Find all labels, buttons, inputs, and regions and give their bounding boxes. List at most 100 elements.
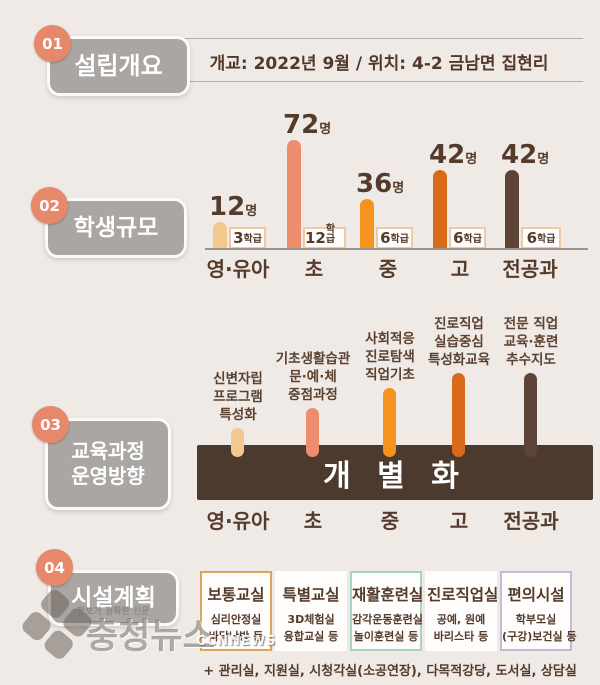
category-label: 초 — [304, 257, 324, 281]
facility-detail: 감각운동훈련실 — [352, 613, 423, 626]
curriculum-annotation: 신변자립 프로그램 특성화 — [180, 371, 296, 424]
category-label: 중 — [378, 257, 398, 281]
annotation-line: 사회적응 — [365, 331, 415, 347]
category-label: 전공과 — [502, 257, 558, 281]
class-count-value: 6 — [453, 229, 464, 247]
section-01-number-badge: 01 — [34, 25, 71, 62]
bar-middle — [360, 199, 374, 249]
class-count-box: 12 학급 — [303, 224, 346, 249]
student-count-unit: 명 — [465, 152, 478, 167]
student-count-unit: 명 — [319, 122, 332, 137]
bar-high — [433, 170, 447, 249]
student-count-value: 42 — [501, 140, 538, 170]
facility-title: 재활훈련실 — [352, 586, 424, 604]
student-count-unit: 명 — [392, 181, 405, 196]
annotation-line: 실습중심 — [434, 333, 484, 350]
pill-major-course — [524, 373, 537, 457]
facility-column-normal-classroom: 보통교실 심리안정실 바닥난방 등 — [200, 571, 272, 651]
section-01-title: 설립개요 — [47, 36, 190, 96]
facility-column-career-room: 진로직업실 공예, 원예 바리스타 등 — [425, 571, 499, 651]
section-03-number-badge: 03 — [32, 406, 69, 443]
section-02-title: 학생규모 — [45, 198, 187, 258]
facility-detail: 놀이훈련실 등 — [353, 629, 419, 643]
facility-column-special-classroom: 특별교실 3D체험실 융합교실 등 — [275, 571, 347, 651]
curriculum-annotation: 기초생활습관 문·예·체 중점과정 — [255, 351, 371, 404]
class-count-box: 3 학급 — [229, 227, 266, 249]
student-count-unit: 명 — [245, 204, 258, 219]
overview-bottom-rule — [175, 81, 583, 82]
section-03-title-line2: 운영방향 — [71, 464, 145, 488]
curriculum-annotation: 진로직업 실습중심 특성화교육 — [401, 316, 517, 369]
facility-detail: 심리안정실 — [210, 613, 262, 626]
chart-baseline — [205, 248, 588, 250]
class-count-unit: 학급 — [325, 224, 336, 245]
category-label: 전공과 — [503, 509, 559, 533]
student-count-value: 12 — [209, 192, 246, 222]
student-count-value: 42 — [429, 140, 466, 170]
class-count-box: 6 학급 — [376, 227, 413, 249]
section-03-title-line1: 교육과정 — [71, 439, 145, 463]
bar-major-course — [505, 170, 519, 249]
facility-column-rehab-room: 재활훈련실 감각운동훈련실 놀이훈련실 등 — [350, 571, 424, 651]
class-count-value: 12 — [305, 229, 326, 247]
facility-detail: (구강)보건실 등 — [502, 629, 577, 643]
curriculum-annotation: 사회적응 진로탐색 직업기초 — [332, 331, 448, 384]
annotation-line: 특성화교육 — [427, 351, 491, 368]
section-04-number-badge: 04 — [36, 549, 73, 586]
class-count-box: 6 학급 — [449, 227, 486, 249]
class-count-value: 3 — [233, 229, 244, 247]
class-count-unit: 학급 — [537, 234, 556, 245]
annotation-line: 문·예·체 — [289, 368, 337, 385]
student-count-value: 72 — [283, 110, 320, 140]
pill-middle — [383, 388, 396, 457]
facility-title: 진로직업실 — [427, 586, 499, 604]
class-count-unit: 학급 — [243, 234, 262, 245]
annotation-line: 중점과정 — [288, 386, 338, 403]
class-count-value: 6 — [380, 229, 391, 247]
student-count-label: 42 명 — [501, 138, 549, 168]
facility-title: 특별교실 — [282, 586, 340, 604]
student-count-unit: 명 — [537, 152, 550, 167]
pill-young-children — [231, 428, 244, 457]
annotation-line: 기초생활습관 — [275, 351, 351, 367]
student-count-label: 36 명 — [356, 167, 404, 197]
overview-info-text: 개교: 2022년 9월 / 위치: 4-2 금남면 집현리 — [209, 54, 549, 74]
annotation-line: 교육·훈련 — [503, 333, 559, 350]
annotation-line: 진로탐색 — [365, 348, 415, 365]
facility-detail: 바리스타 등 — [433, 629, 489, 643]
facility-detail: 3D체험실 — [287, 613, 335, 626]
student-count-label: 42 명 — [429, 138, 477, 168]
category-label: 영·유아 — [206, 509, 270, 533]
curriculum-annotation: 전문 직업 교육·훈련 추수지도 — [473, 316, 589, 369]
facility-title: 보통교실 — [207, 586, 265, 604]
class-count-unit: 학급 — [463, 234, 482, 245]
annotation-line: 프로그램 — [213, 388, 263, 405]
category-label: 영·유아 — [206, 257, 270, 281]
bar-elementary — [287, 140, 301, 249]
bar-young-children — [213, 222, 227, 249]
student-count-value: 36 — [356, 169, 393, 199]
category-label: 중 — [380, 509, 400, 533]
facility-detail: 학부모실 — [515, 613, 557, 626]
category-label: 고 — [450, 257, 470, 281]
facility-title: 편의시설 — [507, 586, 565, 604]
category-label: 초 — [303, 509, 323, 533]
annotation-line: 진로직업 — [434, 316, 484, 332]
class-count-value: 6 — [526, 229, 538, 247]
annotation-line: 전문 직업 — [503, 316, 559, 332]
annotation-line: 직업기초 — [365, 366, 415, 383]
facility-detail: 공예, 원예 — [436, 613, 486, 626]
individualization-band: 개 별 화 — [197, 445, 593, 500]
overview-top-rule — [175, 38, 583, 39]
flower-petal — [41, 627, 76, 662]
section-02-number-badge: 02 — [31, 187, 68, 224]
facility-footnote: + 관리실, 지원실, 시청각실(소공연장), 다목적강당, 도서실, 상담실 — [203, 664, 577, 679]
class-count-unit: 학급 — [390, 234, 409, 245]
annotation-line: 신변자립 — [213, 371, 263, 387]
annotation-line: 추수지도 — [506, 351, 556, 368]
category-label: 고 — [449, 509, 469, 533]
facility-detail: 바닥난방 등 — [208, 629, 264, 643]
student-count-label: 72 명 — [283, 108, 331, 138]
facility-detail: 융합교실 등 — [283, 629, 339, 643]
